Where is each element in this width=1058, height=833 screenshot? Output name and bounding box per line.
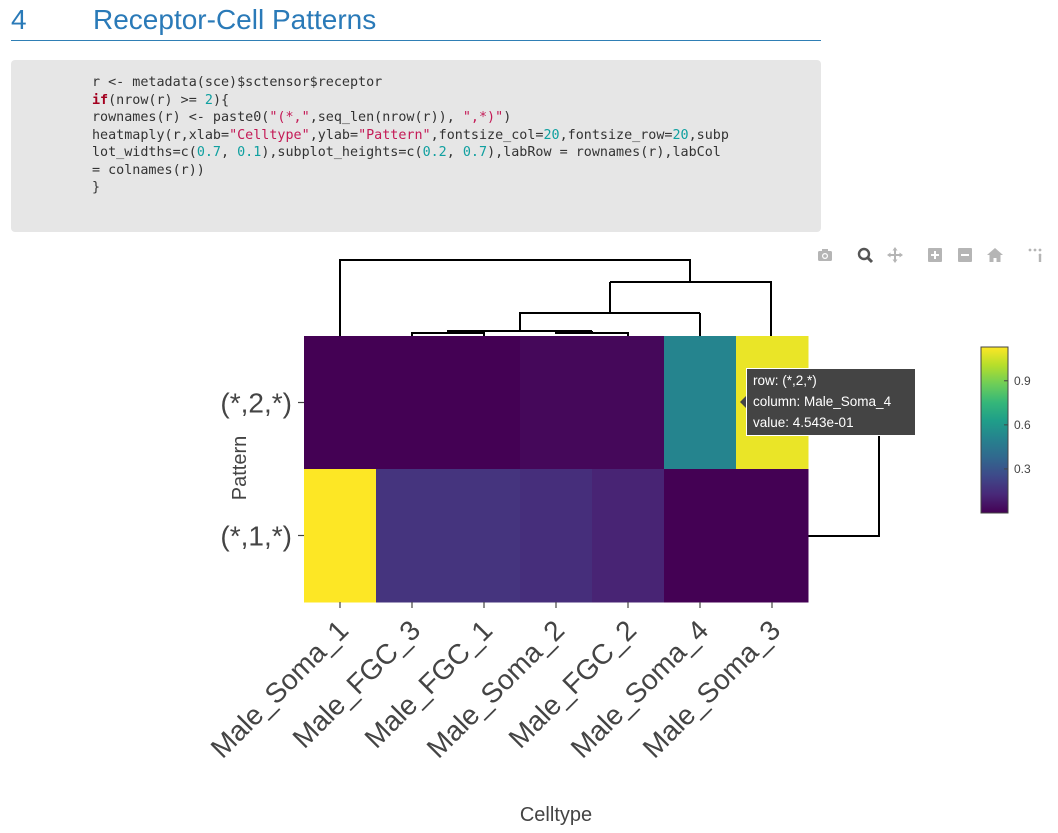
camera-icon [818, 249, 832, 261]
code-token: ,ylab= [309, 127, 359, 143]
code-token: "Celltype" [229, 127, 310, 143]
zoom-in-button[interactable] [924, 244, 946, 266]
code-line: if(nrow(r) >= 2){ [92, 92, 801, 110]
heatmap-cells[interactable] [304, 336, 809, 603]
code-token: ),subplot_heights=c( [261, 145, 423, 160]
code-block: r <- metadata(sce)$sctensor$receptor if(n… [11, 60, 821, 232]
code-token: 0.7 [196, 145, 221, 160]
code-token: ){ [212, 92, 230, 108]
heatmap-cell[interactable] [664, 336, 737, 470]
code-line: heatmaply(r,xlab="Celltype",ylab="Patter… [92, 127, 801, 145]
code-token: 0.7 [462, 145, 488, 160]
tooltip-box: row: (*,2,*) column: Male_Soma_4 value: … [746, 368, 916, 436]
modebar [812, 244, 1048, 266]
code-line: } [92, 179, 801, 197]
tooltip-value: value: 4.543e-01 [753, 415, 854, 430]
zoom-out-icon [958, 248, 972, 262]
section-title: Receptor-Cell Patterns [93, 4, 377, 35]
code-token: "Pattern" [358, 127, 431, 143]
zoom-icon [857, 247, 874, 264]
code-token: ,seq_len(nrow(r)), [309, 110, 463, 125]
colorbar-tick-label: 0.9 [1014, 374, 1031, 388]
heatmap-cell[interactable] [520, 336, 593, 470]
code-token: 20 [543, 127, 560, 143]
plotly-logo-icon [1028, 248, 1042, 262]
code-token: r <- metadata(sce)$sctensor$receptor [92, 75, 383, 90]
code-line: rownames(r) <- paste0("(*,",seq_len(nrow… [92, 109, 801, 127]
code-token: 2 [204, 92, 213, 108]
y-axis-label: Pattern [229, 436, 251, 500]
heatmap-cell[interactable] [592, 336, 665, 470]
code-token: ",*)" [462, 110, 504, 125]
colorbar-gradient [980, 346, 1009, 514]
tooltip-column: column: Male_Soma_4 [753, 394, 892, 409]
code-token: ),labRow = rownames(r),labCol [487, 145, 721, 160]
heatmap-cell[interactable] [592, 469, 665, 603]
zoom-in-icon [928, 248, 942, 262]
code-line: = colnames(r)) [92, 162, 801, 180]
section-header: 4 Receptor-Cell Patterns [11, 0, 821, 41]
heatmap-cell[interactable] [664, 469, 737, 603]
code-line: r <- metadata(sce)$sctensor$receptor [92, 74, 801, 92]
camera-button[interactable] [814, 244, 836, 266]
reset-axes-icon [987, 248, 1003, 262]
code-token: (nrow(r) >= [108, 92, 205, 108]
heatmap-cell[interactable] [304, 336, 377, 470]
pan-button[interactable] [884, 244, 906, 266]
colorbar-tick-label: 0.3 [1014, 462, 1031, 476]
heatmap-cell[interactable] [304, 469, 377, 603]
column-dendrogram [339, 259, 772, 336]
code-token: } [92, 180, 101, 195]
y-tick-label: (*,1,*) [220, 521, 292, 552]
colorbar-tick-label: 0.6 [1014, 418, 1031, 432]
code-token: 0.1 [237, 145, 262, 160]
code-token: ,subp [688, 127, 729, 143]
pan-icon [887, 247, 903, 263]
code-token: ,fontsize_row= [559, 127, 673, 143]
tooltip-row: row: (*,2,*) [753, 373, 817, 388]
heatmap-cell[interactable] [376, 469, 449, 603]
code-token: if [92, 92, 109, 108]
hover-tooltip: row: (*,2,*) column: Male_Soma_4 value: … [740, 368, 916, 436]
section-number: 4 [11, 4, 27, 35]
code-token: rownames(r) <- paste0( [92, 110, 270, 125]
zoom-button[interactable] [854, 244, 876, 266]
heatmap-cell[interactable] [448, 336, 521, 470]
code-token: = colnames(r)) [92, 162, 205, 178]
colorbar: 0.3 0.6 0.9 [980, 346, 1031, 514]
code-token: , [446, 145, 463, 160]
x-axis-label: Celltype [520, 804, 592, 826]
code-token: lot_widths=c( [92, 145, 197, 160]
code-line: lot_widths=c(0.7, 0.1),subplot_heights=c… [92, 144, 801, 162]
code-token: ,fontsize_col= [430, 127, 544, 143]
code-token: 20 [672, 127, 689, 143]
reset-axes-button[interactable] [984, 244, 1006, 266]
code-token: "(*," [269, 110, 310, 125]
zoom-out-button[interactable] [954, 244, 976, 266]
y-tick-label: (*,2,*) [220, 388, 292, 419]
plotly-logo-button[interactable] [1022, 244, 1044, 266]
code-token: ) [503, 110, 512, 125]
code-token: , [221, 145, 238, 160]
heatmap-cell[interactable] [736, 469, 809, 603]
tooltip-arrow [740, 395, 747, 409]
heatmap-cell[interactable] [520, 469, 593, 603]
heatmap-cell[interactable] [448, 469, 521, 603]
heatmap-cell[interactable] [376, 336, 449, 470]
code-token: 0.2 [422, 145, 447, 160]
code-token: heatmaply(r,xlab= [92, 127, 230, 143]
